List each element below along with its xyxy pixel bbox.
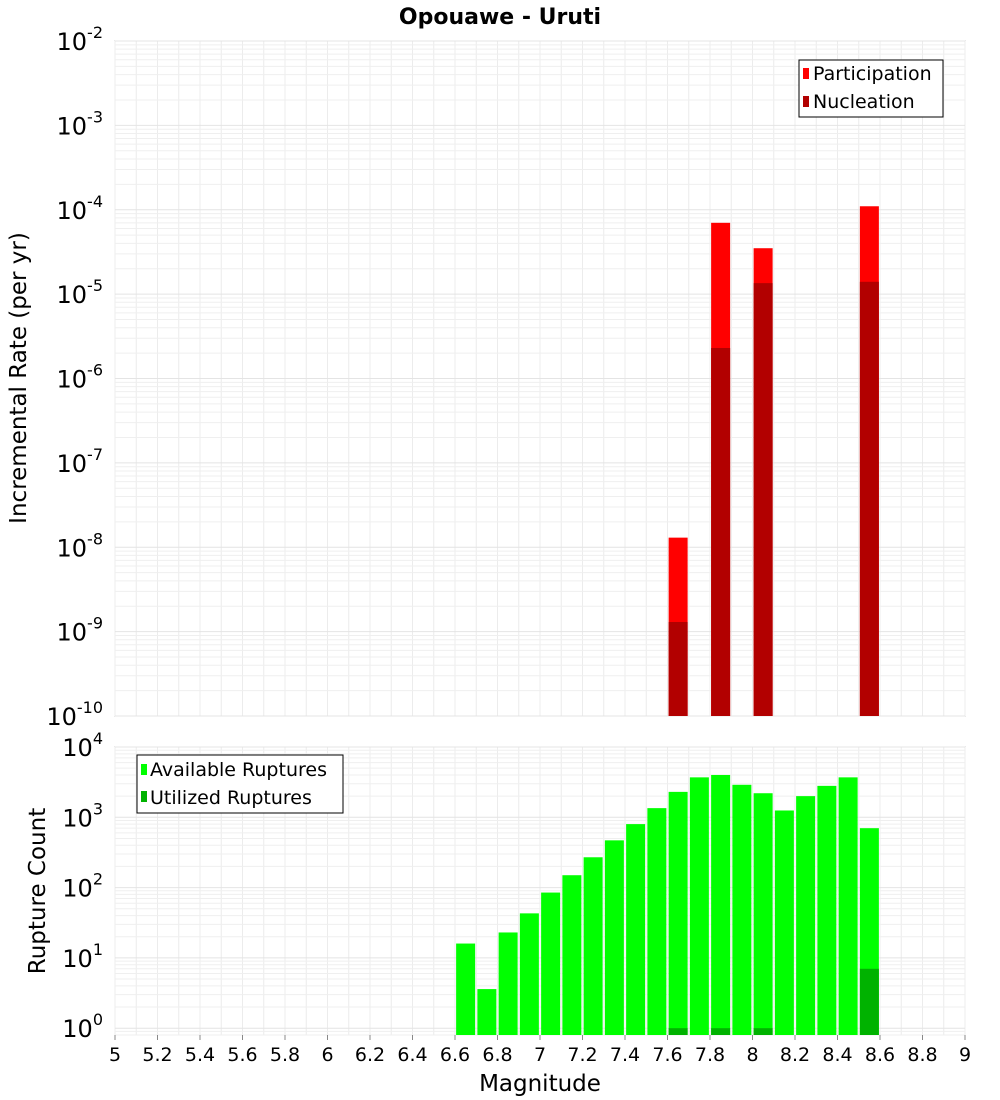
x-tick-label: 7.6 bbox=[652, 1044, 682, 1066]
participation-swatch bbox=[803, 68, 809, 79]
x-axis-label: Magnitude bbox=[479, 1071, 601, 1097]
y-tick-label: 10-5 bbox=[57, 276, 104, 309]
y-tick-label: 101 bbox=[62, 940, 103, 973]
available-ruptures-bar bbox=[689, 777, 709, 1035]
count-bars bbox=[456, 774, 879, 1035]
y-tick-label: 10-9 bbox=[57, 614, 104, 647]
nucleation-swatch bbox=[803, 96, 809, 107]
y-tick-label: 103 bbox=[62, 799, 103, 832]
rate-bars bbox=[668, 206, 879, 717]
x-tick-label: 6.6 bbox=[440, 1044, 470, 1066]
x-tick-label: 6.8 bbox=[482, 1044, 512, 1066]
participation-legend-label: Participation bbox=[813, 63, 932, 85]
x-tick-label: 7.8 bbox=[695, 1044, 725, 1066]
x-tick-label: 6.4 bbox=[397, 1044, 427, 1066]
chart-title: Opouawe - Uruti bbox=[399, 5, 601, 30]
available-ruptures-bar bbox=[456, 943, 476, 1035]
y-tick-label: 10-4 bbox=[57, 192, 104, 225]
x-tick-label: 7.2 bbox=[567, 1044, 597, 1066]
y-tick-label: 10-10 bbox=[46, 698, 103, 731]
count-legend-box bbox=[136, 754, 344, 814]
magnitude-x-ticks: 5 5.2 5.4 5.6 5.8 6 6.2 6.4 6.6 6.8 7 7.2 7.4 7.6 7.8 8… bbox=[109, 1035, 971, 1066]
count-legend: Available Ruptures Utilized Ruptures bbox=[136, 754, 344, 814]
rate-y-axis-label: Incremental Rate (per yr) bbox=[6, 232, 32, 524]
rate-legend-box bbox=[798, 59, 944, 118]
available-ruptures-bar bbox=[477, 989, 497, 1035]
x-tick-label: 5 bbox=[109, 1044, 121, 1066]
available-ruptures-bar bbox=[647, 808, 667, 1035]
x-tick-label: 8.4 bbox=[822, 1044, 852, 1066]
utilized-ruptures-bar bbox=[753, 1028, 773, 1035]
available-legend-label: Available Ruptures bbox=[150, 759, 327, 781]
utilized-swatch bbox=[141, 791, 147, 802]
x-tick-label: 7 bbox=[534, 1044, 546, 1066]
available-ruptures-bar bbox=[796, 796, 816, 1035]
available-swatch bbox=[141, 764, 147, 775]
x-tick-label: 8 bbox=[746, 1044, 758, 1066]
utilized-ruptures-bar bbox=[859, 968, 879, 1035]
available-ruptures-bar bbox=[498, 932, 518, 1035]
available-ruptures-bar bbox=[753, 793, 773, 1035]
y-tick-label: 102 bbox=[62, 870, 103, 903]
count-panel: 104 103 102 101 100 5 5.2 5.4 5.6 5.8 6 6.2 6.4 6.6 6… bbox=[25, 729, 971, 1097]
x-tick-label: 7.4 bbox=[610, 1044, 640, 1066]
nucleation-legend-label: Nucleation bbox=[813, 91, 915, 113]
rate-legend: Participation Nucleation bbox=[798, 59, 944, 118]
nucleation-bar bbox=[753, 283, 773, 716]
y-tick-label: 10-8 bbox=[57, 529, 104, 562]
available-ruptures-bar bbox=[519, 913, 539, 1035]
rate-gridlines bbox=[114, 40, 966, 717]
x-tick-label: 5.6 bbox=[227, 1044, 257, 1066]
x-tick-label: 5.8 bbox=[270, 1044, 300, 1066]
available-ruptures-bar bbox=[562, 875, 582, 1035]
x-tick-label: 6.2 bbox=[355, 1044, 385, 1066]
utilized-ruptures-bar bbox=[668, 1028, 688, 1035]
available-ruptures-bar bbox=[626, 824, 646, 1035]
x-tick-label: 6 bbox=[321, 1044, 333, 1066]
nucleation-bar bbox=[668, 622, 688, 716]
rate-y-ticks: 10-2 10-3 10-4 10-5 10-6 10-7 10-8 10-9 10-10 bbox=[46, 23, 103, 731]
available-ruptures-bar bbox=[774, 810, 794, 1035]
x-tick-label: 8.6 bbox=[865, 1044, 895, 1066]
rate-panel: 10-2 10-3 10-4 10-5 10-6 10-7 10-8 10-9 10-10 In… bbox=[6, 23, 966, 731]
available-ruptures-bar bbox=[668, 791, 688, 1035]
x-tick-label: 5.2 bbox=[142, 1044, 172, 1066]
x-tick-label: 8.8 bbox=[907, 1044, 937, 1066]
available-ruptures-bar bbox=[604, 840, 624, 1035]
x-tick-label: 9 bbox=[959, 1044, 971, 1066]
available-ruptures-bar bbox=[838, 777, 858, 1035]
utilized-legend-label: Utilized Ruptures bbox=[150, 787, 312, 809]
x-tick-label: 5.4 bbox=[185, 1044, 215, 1066]
x-tick-label: 8.2 bbox=[780, 1044, 810, 1066]
count-y-axis-label: Rupture Count bbox=[25, 808, 51, 974]
y-tick-label: 10-6 bbox=[57, 361, 104, 394]
available-ruptures-bar bbox=[711, 774, 731, 1035]
count-y-ticks: 104 103 102 101 100 bbox=[62, 729, 103, 1043]
nucleation-bar bbox=[711, 347, 731, 716]
available-ruptures-bar bbox=[732, 784, 752, 1035]
y-tick-label: 10-7 bbox=[57, 445, 104, 478]
available-ruptures-bar bbox=[583, 857, 603, 1035]
utilized-ruptures-bar bbox=[711, 1028, 731, 1035]
y-tick-label: 104 bbox=[62, 729, 103, 762]
y-tick-label: 10-2 bbox=[57, 23, 104, 56]
y-tick-label: 10-3 bbox=[57, 107, 104, 140]
y-tick-label: 100 bbox=[62, 1010, 103, 1043]
nucleation-bar bbox=[859, 281, 879, 716]
available-ruptures-bar bbox=[817, 785, 837, 1035]
available-ruptures-bar bbox=[541, 892, 561, 1035]
